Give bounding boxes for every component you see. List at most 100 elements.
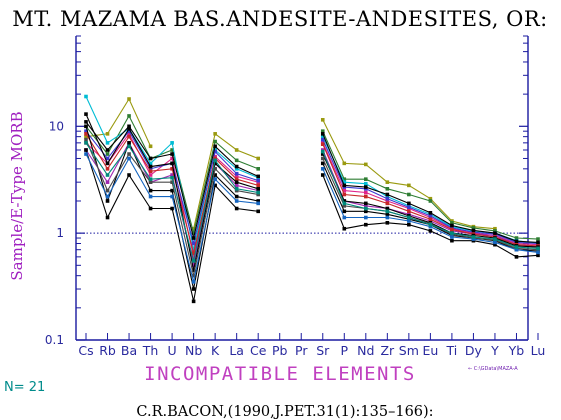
series-point [256, 199, 260, 203]
series-point [450, 220, 454, 225]
series-point [514, 236, 519, 240]
y-tick-label: 1 [56, 226, 64, 240]
series-point [170, 156, 174, 161]
series-point [320, 137, 325, 142]
series-point [170, 206, 174, 211]
series-point [407, 209, 411, 214]
series-point [170, 175, 174, 180]
series-point [385, 196, 390, 201]
series-point [148, 188, 153, 193]
series-point [191, 287, 196, 291]
series-point [342, 215, 347, 220]
series-point [385, 187, 390, 191]
series-point [105, 161, 110, 166]
series-point [385, 201, 390, 206]
series-point [364, 209, 368, 214]
series-point [105, 148, 110, 152]
y-tick-label: 10 [49, 119, 64, 133]
series-point [105, 199, 110, 203]
series-point [385, 215, 390, 220]
series-point [84, 132, 88, 136]
series-point [471, 226, 476, 230]
series-point [148, 169, 153, 173]
series-group [84, 124, 540, 291]
series-point [84, 94, 88, 99]
x-tick-label: P [341, 343, 349, 358]
series-point [191, 263, 196, 268]
x-tick-label: Nd [357, 343, 374, 358]
series-line [85, 126, 539, 290]
series-point [191, 231, 196, 235]
series-point [105, 152, 110, 156]
series-point [364, 204, 368, 208]
series-point [213, 132, 217, 136]
citation-text: C.R.BACON,(1990,J.PET.31(1):135–166): [136, 404, 433, 420]
series-point [364, 190, 368, 195]
x-tick-label: Th [142, 343, 159, 358]
series-point [428, 211, 433, 215]
series-point [342, 192, 347, 197]
series-point [213, 144, 217, 149]
series-point [428, 217, 433, 222]
series-point [148, 167, 153, 171]
series-point [256, 190, 260, 195]
series-point [342, 226, 347, 231]
series-point [234, 148, 239, 152]
series-group [84, 141, 540, 263]
x-tick-label: Dy [465, 343, 483, 358]
series-point [256, 201, 260, 206]
series-point [364, 194, 368, 199]
x-tick-label: Rb [99, 343, 116, 358]
series-point [320, 152, 325, 156]
series-line [85, 141, 539, 266]
series-point [364, 162, 368, 167]
series-point [320, 142, 325, 146]
series-point [234, 180, 239, 184]
series-point [256, 156, 260, 161]
series-point [385, 194, 390, 199]
series-point [342, 183, 347, 188]
sample-count-label: N= 21 [4, 380, 45, 395]
series-point [342, 188, 347, 193]
series-point [428, 224, 433, 229]
series-point [450, 235, 454, 239]
x-axis-label: INCOMPATIBLE ELEMENTS [144, 363, 416, 385]
series-point [234, 194, 239, 199]
series-point [84, 120, 88, 124]
series-point [320, 167, 325, 171]
x-tick-label: La [229, 343, 244, 358]
series-point [407, 215, 411, 220]
series-point [407, 205, 411, 209]
series-point [127, 126, 131, 131]
series-point [105, 156, 110, 161]
series-point [364, 222, 368, 227]
x-tick-label: Ti [446, 343, 458, 358]
series-point [234, 188, 239, 193]
series-point [127, 132, 131, 136]
series-point [342, 180, 347, 184]
series-point [213, 139, 217, 144]
series-point [84, 152, 88, 156]
series-point [320, 118, 325, 122]
series-point [450, 227, 454, 232]
series-point [213, 158, 217, 163]
x-tick-label: U [168, 343, 177, 358]
x-tick-label: Sm [399, 343, 419, 358]
x-tick-label: Eu [422, 343, 438, 358]
axes-group: 0.1 1 10 Cs Rb Ba Th U Nb K La Ce Pb Pr Sr P Nd Zr Sm Eu Ti D… [45, 35, 546, 358]
series-point [105, 141, 110, 145]
series-point [364, 201, 368, 206]
series-point [213, 183, 217, 188]
series-point [493, 231, 497, 235]
series-point [84, 124, 88, 129]
series-point [148, 177, 153, 181]
x-tick-label: Lu [531, 343, 546, 358]
series-point [234, 199, 239, 203]
series-point [234, 158, 239, 163]
series-point [127, 141, 131, 145]
series-point [170, 180, 174, 184]
series-point [127, 173, 131, 177]
series-point [234, 177, 239, 181]
series-point [256, 183, 260, 188]
